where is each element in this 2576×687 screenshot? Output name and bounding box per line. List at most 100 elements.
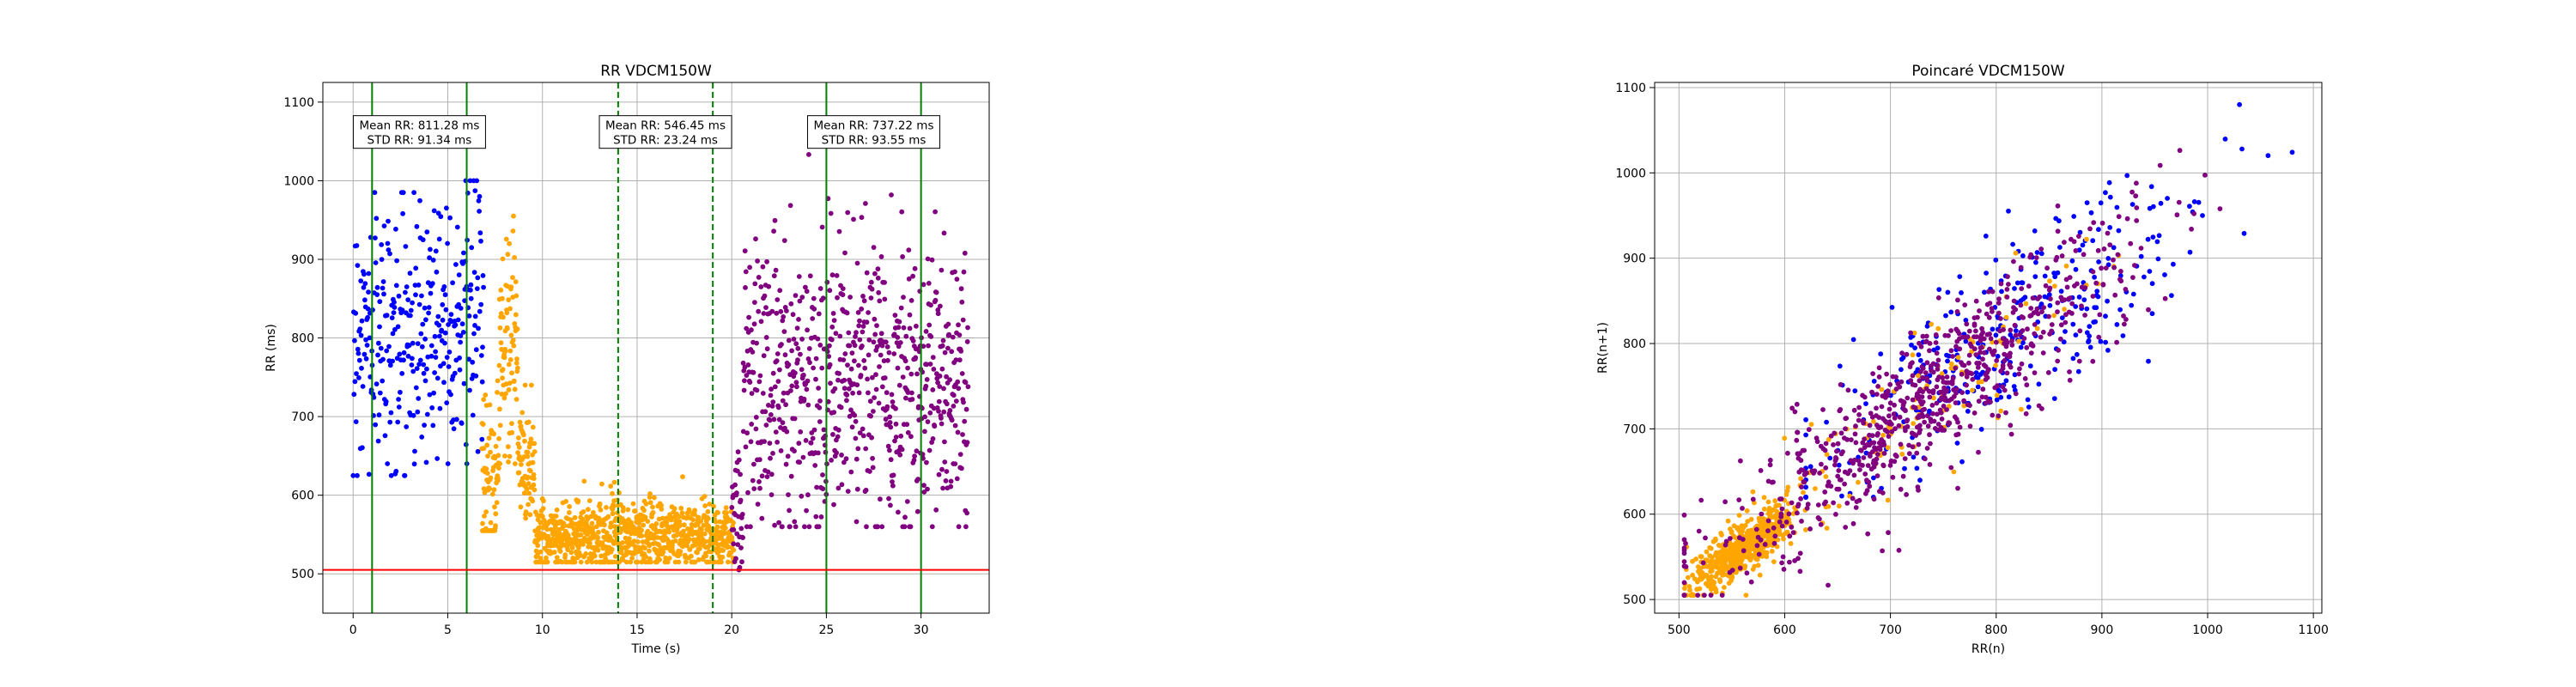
rr-point-purple [787,508,792,514]
rr-point-purple [945,321,951,327]
poincare-point-purple [1844,501,1850,506]
poincare-point-orange [1765,525,1771,530]
rr-point-purple [836,371,841,376]
rr-point-orange [643,501,649,507]
rr-point-purple [801,396,807,402]
rr-point-purple [956,386,962,392]
rr-point-blue [459,321,465,327]
rr-point-blue [474,286,480,291]
rr-point-orange [702,531,708,537]
rr-point-purple [885,443,891,449]
poincare-point-purple [1902,425,1908,431]
rr-point-blue [427,392,433,398]
rr-point-blue [415,341,421,346]
poincare-point-blue [2086,339,2091,344]
poincare-point-purple [1797,568,1803,575]
poincare-point-purple [2060,297,2065,303]
poincare-point-orange [2016,338,2022,344]
rr-point-purple [820,486,826,492]
rr-point-orange [633,508,638,514]
poincare-point-purple [1974,361,1980,366]
poincare-point-purple [1923,333,1929,339]
rr-point-purple [929,524,935,530]
rr-point-orange [687,547,693,552]
rr-point-blue [473,373,479,379]
poincare-point-purple [1874,405,1879,411]
poincare-point-orange [1785,484,1791,490]
rr-point-purple [920,344,927,350]
rr-point-orange [505,252,511,258]
poincare-point-purple [1917,388,1923,394]
rr-point-purple [878,352,884,358]
poincare-point-blue [2093,305,2099,311]
poincare-point-purple [1728,536,1733,541]
poincare-point-purple [1885,429,1890,435]
y-tick-label: 800 [1623,337,1646,351]
poincare-point-purple [1953,326,1959,332]
rr-point-purple [963,524,969,530]
rr-point-orange [666,556,672,561]
rr-point-orange [653,521,659,526]
rr-point-orange [508,284,514,290]
rr-point-purple [819,224,825,230]
poincare-point-purple [2010,310,2016,315]
rr-point-purple [878,496,883,502]
poincare-point-purple [1953,400,1959,405]
rr-point-purple [914,508,920,514]
rr-point-purple [811,427,817,433]
rr-point-purple [803,438,809,443]
x-tick-label: 500 [1668,623,1691,637]
poincare-point-blue [2071,214,2077,219]
rr-point-purple [736,457,742,463]
rr-point-purple [758,319,764,325]
poincare-point-purple [2057,336,2063,342]
poincare-point-orange [1744,530,1750,536]
rr-point-purple [810,316,816,321]
poincare-point-purple [2069,301,2075,307]
poincare-point-purple [1911,404,1917,410]
rr-point-purple [941,409,947,415]
rr-point-purple [827,288,833,294]
poincare-point-purple [1807,526,1814,532]
rr-point-blue [380,285,386,291]
rr-point-orange [729,535,735,541]
rr-point-orange [507,380,513,386]
poincare-point-orange [1970,387,1975,393]
poincare-point-purple [1798,495,1804,502]
poincare-point-purple [2067,377,2073,383]
poincare-point-orange [1710,538,1716,544]
poincare-point-purple [2134,218,2140,223]
rr-point-purple [811,306,817,312]
rr-point-blue [350,472,356,478]
rr-point-blue [476,325,481,331]
rr-point-purple [944,374,949,380]
poincare-point-purple [1940,375,1946,380]
rr-point-purple [856,390,862,396]
rr-point-purple [849,424,855,430]
poincare-point-purple [1815,502,1821,508]
rr-point-purple [904,499,910,504]
rr-point-orange [623,559,629,565]
poincare-point-purple [1917,430,1923,435]
rr-point-blue [367,335,373,341]
rr-point-purple [936,398,942,404]
poincare-point-orange [1955,355,1961,361]
rr-point-blue [417,198,422,204]
rr-point-orange [511,343,517,349]
rr-point-blue [397,351,403,357]
poincare-point-purple [1856,412,1862,417]
rr-point-orange [533,548,539,554]
poincare-point-blue [1995,354,2001,359]
rr-point-orange [500,375,505,381]
rr-point-blue [354,371,359,376]
poincare-point-purple [1753,526,1759,532]
rr-point-blue [431,208,437,214]
rr-point-blue [392,305,398,310]
poincare-point-purple [2047,331,2053,337]
rr-point-purple [745,362,751,368]
x-tick-label: 25 [818,623,834,637]
poincare-point-purple [2040,350,2046,356]
poincare-point-blue [2114,204,2120,210]
poincare-point-purple [1858,447,1863,453]
rr-point-blue [466,356,471,362]
